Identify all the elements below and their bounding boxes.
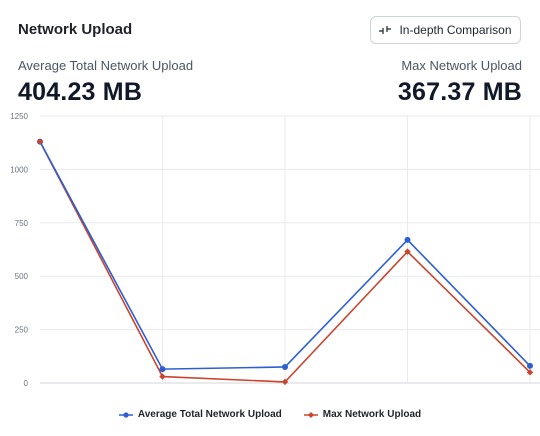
panel-title: Network Upload xyxy=(18,21,133,38)
data-point-average[interactable] xyxy=(404,236,411,243)
data-point-max[interactable] xyxy=(159,373,166,380)
data-point-max[interactable] xyxy=(281,378,289,386)
max-upload-value: 367.37 MB xyxy=(397,78,522,106)
y-tick-label: 500 xyxy=(15,272,29,281)
network-upload-chart: 0 250 500 750 1000 1250 xyxy=(10,112,540,388)
data-point-max[interactable] xyxy=(36,138,44,145)
chart-grid xyxy=(40,115,540,384)
compare-icon xyxy=(379,26,392,34)
average-upload-value: 404.23 MB xyxy=(18,78,143,106)
legend-label-max: Max Network Upload xyxy=(322,409,422,420)
data-point-average[interactable] xyxy=(527,362,533,369)
y-tick-label: 750 xyxy=(15,219,29,228)
y-tick-label: 0 xyxy=(24,379,29,388)
legend-marker-max xyxy=(303,411,318,418)
legend-item-average[interactable]: Average Total Network Upload xyxy=(118,409,282,420)
legend-item-max[interactable]: Max Network Upload xyxy=(303,409,422,420)
data-point-average[interactable] xyxy=(282,363,288,370)
data-point-max[interactable] xyxy=(526,369,534,376)
y-tick-label: 250 xyxy=(15,326,29,335)
y-tick-label: 1000 xyxy=(10,165,28,174)
max-upload-label: Max Network Upload xyxy=(401,58,522,73)
chart-series xyxy=(36,138,534,386)
average-upload-label: Average Total Network Upload xyxy=(18,58,194,73)
in-depth-comparison-label: In-depth Comparison xyxy=(399,23,512,37)
in-depth-comparison-button[interactable]: In-depth Comparison xyxy=(370,16,521,44)
legend-marker-average xyxy=(118,411,133,418)
data-point-max[interactable] xyxy=(404,248,411,255)
y-tick-label: 1250 xyxy=(10,112,28,121)
chart-legend: Average Total Network Upload Max Network… xyxy=(0,409,540,420)
y-axis-ticks: 0 250 500 750 1000 1250 xyxy=(10,112,28,388)
data-point-average[interactable] xyxy=(159,366,166,373)
legend-label-average: Average Total Network Upload xyxy=(137,409,282,420)
